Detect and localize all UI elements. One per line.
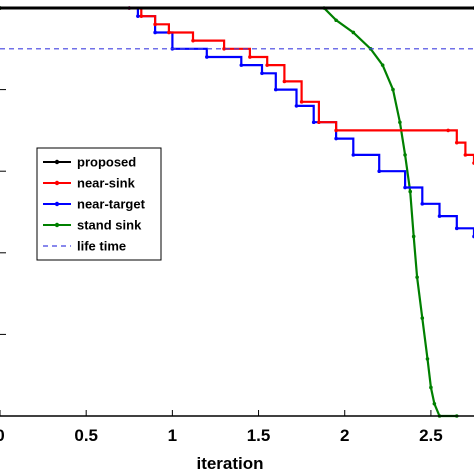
x-axis-label: iteration <box>196 454 263 473</box>
axes-layer: 0 0.5 1 1.5 2 2.5 <box>0 89 474 445</box>
series-point-near-target <box>311 120 316 125</box>
series-point-stand-sink <box>411 234 416 239</box>
series-point-near-target <box>273 87 278 92</box>
series-point-near-target <box>153 30 157 35</box>
legend-label-near-sink: near-sink <box>77 176 136 191</box>
legend-label-life-time: life time <box>77 239 126 254</box>
series-point-near-target <box>351 153 356 157</box>
series-point-near-sink <box>248 55 252 59</box>
series-point-near-target <box>377 169 382 173</box>
series-point-near-sink <box>454 140 459 145</box>
legend-label-near-target: near-target <box>77 197 146 212</box>
series-point-near-sink <box>334 128 338 133</box>
legend-label-proposed: proposed <box>77 155 136 170</box>
x-tick-label: 2 <box>340 426 349 445</box>
series-line-stand-sink <box>0 6 457 418</box>
legend-marker-stand-sink <box>54 222 60 228</box>
series-point-stand-sink <box>432 401 437 406</box>
series-point-near-target <box>294 104 299 108</box>
series-point-near-sink <box>167 30 171 35</box>
series-point-near-sink <box>222 47 226 51</box>
legend-label-stand-sink: stand sink <box>77 218 142 233</box>
series-point-near-target <box>260 71 264 76</box>
series-point-near-sink <box>463 153 468 157</box>
series-point-near-sink <box>317 120 321 125</box>
x-tick-label: 0 <box>0 426 5 445</box>
x-tick-label: 1.5 <box>247 426 271 445</box>
series-point-near-target <box>136 14 140 18</box>
legend-marker-near-target <box>54 201 60 207</box>
series-point-near-target <box>239 63 244 67</box>
series-layer <box>0 6 474 418</box>
legend-marker-proposed <box>54 159 60 165</box>
series-point-near-sink <box>299 100 304 104</box>
series-point-near-target <box>454 226 459 231</box>
series-point-near-sink <box>191 38 195 43</box>
series-point-near-target <box>205 55 209 59</box>
series-point-stand-sink <box>403 153 407 157</box>
series-point-stand-sink <box>415 275 419 280</box>
series-point-near-sink <box>139 14 144 18</box>
series-point-near-target <box>437 214 442 218</box>
series-point-near-target <box>420 202 425 206</box>
x-tick-label: 1 <box>168 426 177 445</box>
series-point-stand-sink <box>398 120 402 125</box>
series-line-near-sink <box>129 6 474 163</box>
series-point-near-target <box>334 136 338 141</box>
series-point-proposed <box>0 6 2 10</box>
series-point-near-target <box>403 185 407 190</box>
series-point-near-sink <box>282 79 287 84</box>
series-point-stand-sink <box>334 18 338 23</box>
series-point-stand-sink <box>429 385 433 390</box>
series-point-stand-sink <box>408 189 413 194</box>
x-tick-label: 0.5 <box>74 426 98 445</box>
series-point-stand-sink <box>380 63 385 67</box>
x-tick-label: 2.5 <box>419 426 443 445</box>
series-point-stand-sink <box>425 357 430 361</box>
series-point-stand-sink <box>420 316 425 320</box>
series-point-near-sink <box>153 22 157 27</box>
series-line-near-target <box>129 6 474 237</box>
legend-marker-near-sink <box>54 180 60 186</box>
series-point-stand-sink <box>351 30 356 35</box>
series-point-near-sink <box>265 63 269 67</box>
series-point-stand-sink <box>391 87 395 92</box>
series-point-near-sink <box>446 128 450 133</box>
legend: proposed near-sink near-target stand sink li… <box>36 147 162 261</box>
